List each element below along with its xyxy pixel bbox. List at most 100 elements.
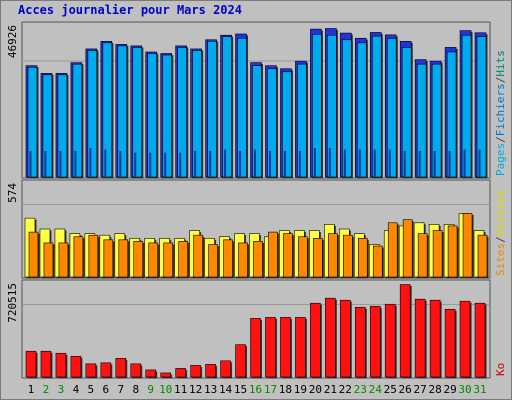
ko-bar-day-27 [414, 298, 426, 378]
sites-bar-day-6 [103, 239, 114, 278]
sites-bar-day-14 [223, 239, 233, 278]
pages-bar-day-11 [179, 152, 182, 177]
ko-bar-day-13 [205, 364, 216, 378]
fichiers-bar-day-2 [42, 74, 53, 178]
pages-bar-day-6 [104, 149, 107, 177]
legend-entry-3-1: Ko [494, 363, 507, 376]
chart-title: Acces journalier pour Mars 2024 [18, 3, 242, 17]
x-tick-label-day-26: 26 [399, 383, 412, 396]
x-tick-label-day-31: 31 [473, 383, 486, 396]
x-tick-label-day-24: 24 [369, 383, 383, 396]
ko-bar-day-11 [175, 368, 186, 378]
x-tick-label-day-12: 12 [189, 383, 202, 396]
sites-bar-day-3 [58, 242, 69, 278]
fichiers-bar-day-11 [177, 47, 187, 178]
sites-bar-day-29 [447, 225, 458, 278]
fichiers-bar-day-14 [222, 36, 232, 178]
ko-bar-day-23 [354, 306, 366, 378]
panel-1-legend: Pages/Fichiers/Hits [494, 50, 507, 176]
x-tick-label-day-20: 20 [309, 383, 322, 396]
x-tick-label-day-10: 10 [159, 383, 172, 396]
x-tick-label-day-8: 8 [132, 383, 139, 396]
ko-bar-day-21 [325, 297, 336, 378]
pages-bar-day-30 [463, 149, 466, 177]
x-tick-label-day-2: 2 [43, 383, 50, 396]
sites-bar-day-25 [387, 222, 398, 278]
ko-bar-day-2 [40, 350, 52, 378]
legend-entry-2-3: Visites [494, 190, 507, 236]
ko-bar-day-6 [100, 362, 112, 378]
sites-bar-day-20 [313, 237, 323, 278]
fichiers-bar-day-21 [327, 34, 337, 178]
ko-bar-day-29 [444, 308, 456, 378]
fichiers-bar-day-9 [147, 53, 158, 178]
pages-bar-day-10 [164, 152, 167, 177]
sites-bar-day-4 [73, 236, 84, 278]
x-tick-label-day-7: 7 [117, 383, 124, 396]
pages-bar-day-2 [44, 151, 47, 177]
fichiers-bar-day-17 [267, 68, 277, 178]
ko-bar-day-8 [130, 363, 142, 378]
sites-bar-day-22 [343, 234, 353, 278]
ko-bar-day-19 [295, 317, 306, 378]
pages-bar-day-26 [403, 151, 406, 177]
pages-bar-day-28 [433, 151, 436, 177]
pages-bar-day-22 [343, 149, 346, 177]
fichiers-bar-day-6 [102, 42, 113, 178]
x-tick-label-day-22: 22 [339, 383, 352, 396]
sites-bar-day-17 [268, 231, 278, 278]
x-tick-label-day-9: 9 [147, 383, 154, 396]
pages-bar-day-15 [239, 151, 242, 177]
sites-bar-day-8 [133, 241, 144, 278]
fichiers-bar-day-7 [117, 45, 128, 178]
fichiers-bar-day-28 [431, 63, 442, 178]
pages-bar-day-21 [328, 148, 331, 177]
pages-bar-day-27 [418, 151, 421, 177]
sites-bar-day-19 [298, 236, 308, 278]
panel-2-ymax-label: 574 [6, 183, 19, 203]
pages-bar-day-29 [448, 151, 451, 177]
fichiers-bar-day-27 [416, 63, 427, 178]
ko-bar-day-22 [340, 299, 351, 378]
legend-entry-1-5: Hits [494, 50, 507, 77]
panel-3-legend: Ko [494, 363, 507, 376]
x-tick-label-day-4: 4 [73, 383, 80, 396]
panel-1-ymax-label: 46926 [6, 25, 19, 58]
fichiers-bar-day-1 [27, 66, 38, 178]
fichiers-bar-day-26 [401, 47, 412, 178]
x-tick-label-day-14: 14 [219, 383, 233, 396]
sites-bar-day-24 [372, 245, 383, 278]
fichiers-bar-day-5 [87, 50, 98, 178]
sites-bar-day-31 [477, 234, 488, 278]
ko-bar-day-26 [399, 284, 411, 378]
x-tick-label-day-18: 18 [279, 383, 292, 396]
fichiers-bar-day-19 [297, 63, 307, 178]
sites-bar-day-13 [208, 244, 218, 278]
fichiers-bar-day-4 [72, 63, 83, 178]
sites-bar-day-12 [193, 234, 203, 278]
sites-bar-day-30 [462, 213, 473, 278]
ko-bar-day-15 [235, 344, 246, 378]
fichiers-bar-day-23 [356, 42, 367, 178]
sites-bar-day-2 [43, 242, 54, 278]
sites-bar-day-23 [357, 237, 368, 278]
ko-bar-day-4 [70, 355, 82, 378]
x-tick-label-day-6: 6 [103, 383, 110, 396]
sites-bar-day-27 [417, 233, 428, 278]
sites-bar-day-5 [88, 234, 99, 278]
sites-bar-day-11 [178, 241, 188, 278]
fichiers-bar-day-24 [371, 35, 382, 178]
ko-bar-day-7 [115, 358, 127, 378]
ko-bar-day-25 [384, 303, 396, 378]
sites-bar-day-18 [283, 233, 293, 278]
pages-bar-day-4 [74, 151, 77, 177]
x-tick-label-day-19: 19 [294, 383, 307, 396]
sites-bar-day-28 [432, 230, 443, 278]
x-tick-label-day-15: 15 [234, 383, 247, 396]
fichiers-bar-day-18 [282, 71, 292, 178]
ko-bar-day-5 [85, 363, 97, 378]
pages-bar-day-7 [119, 151, 122, 177]
legend-entry-1-2: / [494, 136, 507, 143]
pages-bar-day-8 [134, 152, 137, 177]
